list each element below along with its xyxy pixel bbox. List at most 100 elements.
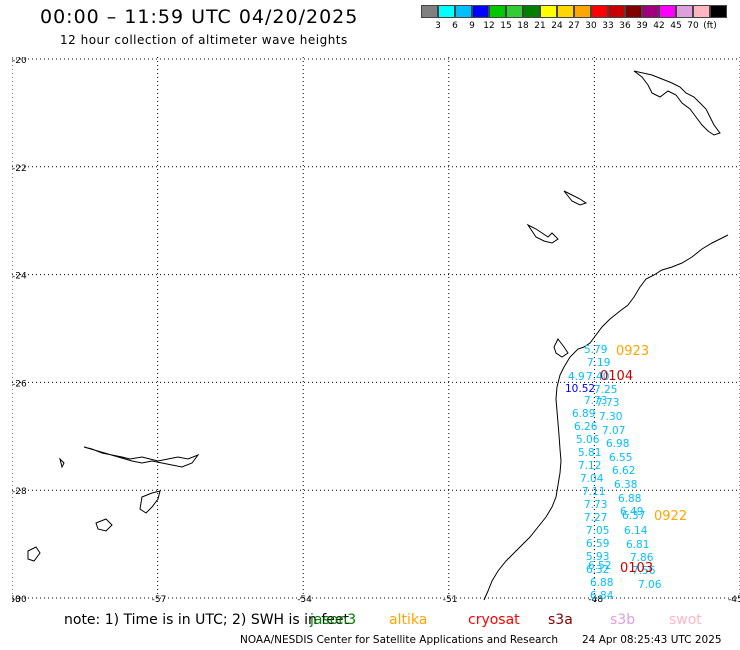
scale-label: 9 <box>469 21 475 31</box>
scale-swatch <box>455 5 472 18</box>
wave-height-label: 10.52 <box>565 383 595 395</box>
wave-height-label: 7.40 <box>586 371 609 383</box>
latitude-labels: -20 -22 -24 -26 -28 -30 <box>12 56 27 605</box>
latitude-label: -20 <box>12 57 27 66</box>
longitude-label: -45 <box>728 595 740 603</box>
longitude-labels: -60 -57 -54 -51 -48 -45 <box>6 595 740 605</box>
scale-swatch <box>608 5 625 18</box>
wave-height-label: 7.19 <box>587 357 610 369</box>
longitude-label: -51 <box>443 595 458 603</box>
credit-text: NOAA/NESDIS Center for Satellite Applica… <box>240 634 558 646</box>
wave-height-label: 6.88 <box>618 493 641 505</box>
wave-height-label: 6.55 <box>609 452 632 464</box>
wave-height-label: 6.32 <box>586 564 609 576</box>
scale-swatch <box>693 5 710 18</box>
wave-height-label: 5.81 <box>578 447 601 459</box>
scale-label: 24 <box>551 21 563 31</box>
map-frame <box>12 57 740 603</box>
wave-height-label: 6.14 <box>624 525 648 537</box>
scale-label: 21 <box>534 21 546 31</box>
scale-label: 27 <box>568 21 580 31</box>
wave-height-label: 6.59 <box>586 538 609 550</box>
scale-swatch <box>676 5 693 18</box>
scale-label: 6 <box>452 21 458 31</box>
wave-height-label: 7.06 <box>638 579 662 591</box>
coastline-island-w1 <box>83 446 200 468</box>
wave-height-label: 6.62 <box>612 465 635 477</box>
scale-label: 3 <box>435 21 441 31</box>
scale-label: 18 <box>517 21 529 31</box>
scale-label: 36 <box>619 21 631 31</box>
longitude-label: -54 <box>297 595 312 603</box>
longitude-label: -48 <box>588 595 603 603</box>
coastline <box>27 70 729 601</box>
scale-label: 12 <box>483 21 495 31</box>
coastline-island-w4 <box>27 546 41 562</box>
wave-height-label: 7.86 <box>630 552 654 564</box>
pass-time-label: 0923 <box>616 344 649 359</box>
wave-height-label: 6.98 <box>606 438 629 450</box>
mission-legend-item: s3a <box>548 612 573 628</box>
latitude-label: -22 <box>12 164 27 174</box>
wave-height-label: 7.05 <box>586 525 609 537</box>
wave-height-label: 6.89 <box>572 408 595 420</box>
scale-swatch <box>591 5 608 18</box>
wave-height-label: 6.49 <box>620 506 643 518</box>
color-scale-bar <box>421 5 727 18</box>
scale-swatch <box>438 5 455 18</box>
wave-height-label: 5.06 <box>576 434 600 446</box>
mission-legend-item: altika <box>389 612 428 628</box>
longitude-label: -60 <box>12 595 21 603</box>
pass-time-labels: 0923 0104 0922 0103 <box>600 344 687 576</box>
scale-swatch <box>557 5 574 18</box>
scale-label: 30 <box>585 21 597 31</box>
wave-height-label: 6.81 <box>626 539 649 551</box>
footer-note: note: 1) Time is in UTC; 2) SWH is in fe… <box>64 612 350 628</box>
wave-height-label: 7.11 <box>582 486 605 498</box>
credit-timestamp: 24 Apr 08:25:43 UTC 2025 <box>582 634 722 646</box>
scale-label: (ft) <box>703 21 717 31</box>
scale-swatch <box>523 5 540 18</box>
wave-height-label: 7.73 <box>584 395 607 407</box>
scale-swatch <box>540 5 557 18</box>
wave-height-label: 6.88 <box>590 577 613 589</box>
wave-height-label: 7.12 <box>578 460 601 472</box>
map-subtitle: 12 hour collection of altimeter wave hei… <box>60 33 348 47</box>
scale-swatch <box>710 5 727 18</box>
wave-height-label: 5.93 <box>586 551 609 563</box>
graticule <box>11 57 740 603</box>
mission-legend-item: cryosat <box>468 612 520 628</box>
wave-height-label: 7.27 <box>584 512 607 524</box>
wave-height-label: 6.38 <box>614 479 637 491</box>
scale-swatch <box>625 5 642 18</box>
coastline-island-ne <box>633 70 721 136</box>
longitude-label: -57 <box>152 595 167 603</box>
pass-time-label: 0103 <box>620 561 653 576</box>
wave-height-label: 7.04 <box>580 473 604 485</box>
pass-time-label: 0104 <box>600 369 633 384</box>
wave-height-label: 7.73 <box>584 499 607 511</box>
wave-height-label: 7.56 <box>632 565 656 577</box>
coastline-island-2 <box>526 223 559 244</box>
scale-swatch <box>506 5 523 18</box>
wave-height-label: 7.30 <box>599 411 622 423</box>
map-panel: -20 -22 -24 -26 -28 -30 -60 -57 -54 -51 -48 -45 5.… <box>6 56 740 605</box>
mission-legend-item: jason3 <box>310 612 357 628</box>
scale-label: 39 <box>636 21 648 31</box>
scale-label: 45 <box>670 21 682 31</box>
wave-height-label: 6.26 <box>574 421 598 433</box>
scale-label: 70 <box>687 21 699 31</box>
scale-label: 15 <box>500 21 512 31</box>
coastline-bay <box>553 338 569 358</box>
wave-height-label: 7.25 <box>594 384 617 396</box>
scale-label: 42 <box>653 21 665 31</box>
scale-swatch <box>472 5 489 18</box>
latitude-label: -30 <box>12 595 27 603</box>
latitude-label: -24 <box>12 272 27 282</box>
pass-time-label: 0922 <box>654 509 687 524</box>
coastline-island-w3 <box>95 518 113 532</box>
scale-label: 33 <box>602 21 614 31</box>
wave-height-label: 5.79 <box>584 344 607 356</box>
map-canvas: -20 -22 -24 -26 -28 -30 -60 -57 -54 -51 -48 -45 5.… <box>6 56 740 605</box>
